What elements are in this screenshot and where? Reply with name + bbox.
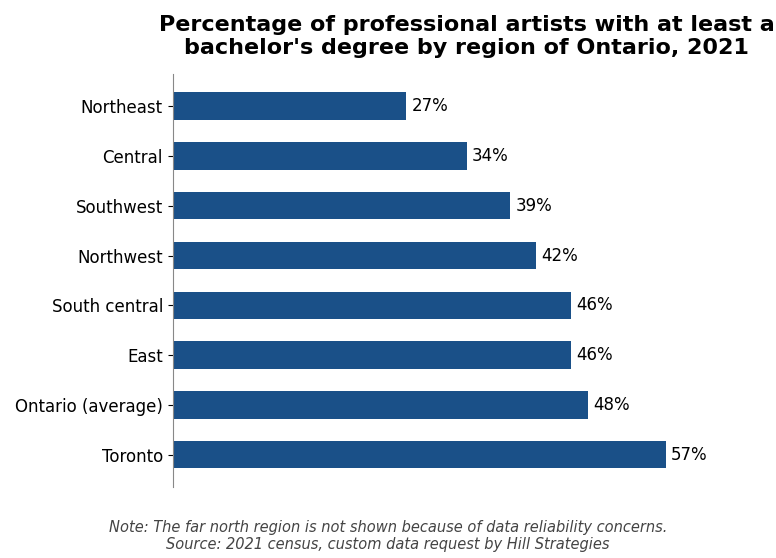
Bar <box>172 441 666 468</box>
Bar <box>172 242 536 269</box>
Text: 46%: 46% <box>576 296 612 314</box>
Text: 27%: 27% <box>411 97 449 115</box>
Title: Percentage of professional artists with at least a
bachelor's degree by region o: Percentage of professional artists with … <box>159 15 774 58</box>
Text: 39%: 39% <box>515 197 552 215</box>
Text: 48%: 48% <box>593 396 630 414</box>
Bar <box>172 292 570 319</box>
Text: 42%: 42% <box>541 247 578 264</box>
Bar <box>172 391 588 418</box>
Text: 57%: 57% <box>671 446 708 464</box>
Text: 34%: 34% <box>472 147 509 165</box>
Text: Note: The far north region is not shown because of data reliability concerns.
So: Note: The far north region is not shown … <box>109 520 667 552</box>
Bar <box>172 93 406 120</box>
Bar <box>172 142 467 170</box>
Bar <box>172 192 510 219</box>
Text: 46%: 46% <box>576 346 612 364</box>
Bar <box>172 341 570 369</box>
